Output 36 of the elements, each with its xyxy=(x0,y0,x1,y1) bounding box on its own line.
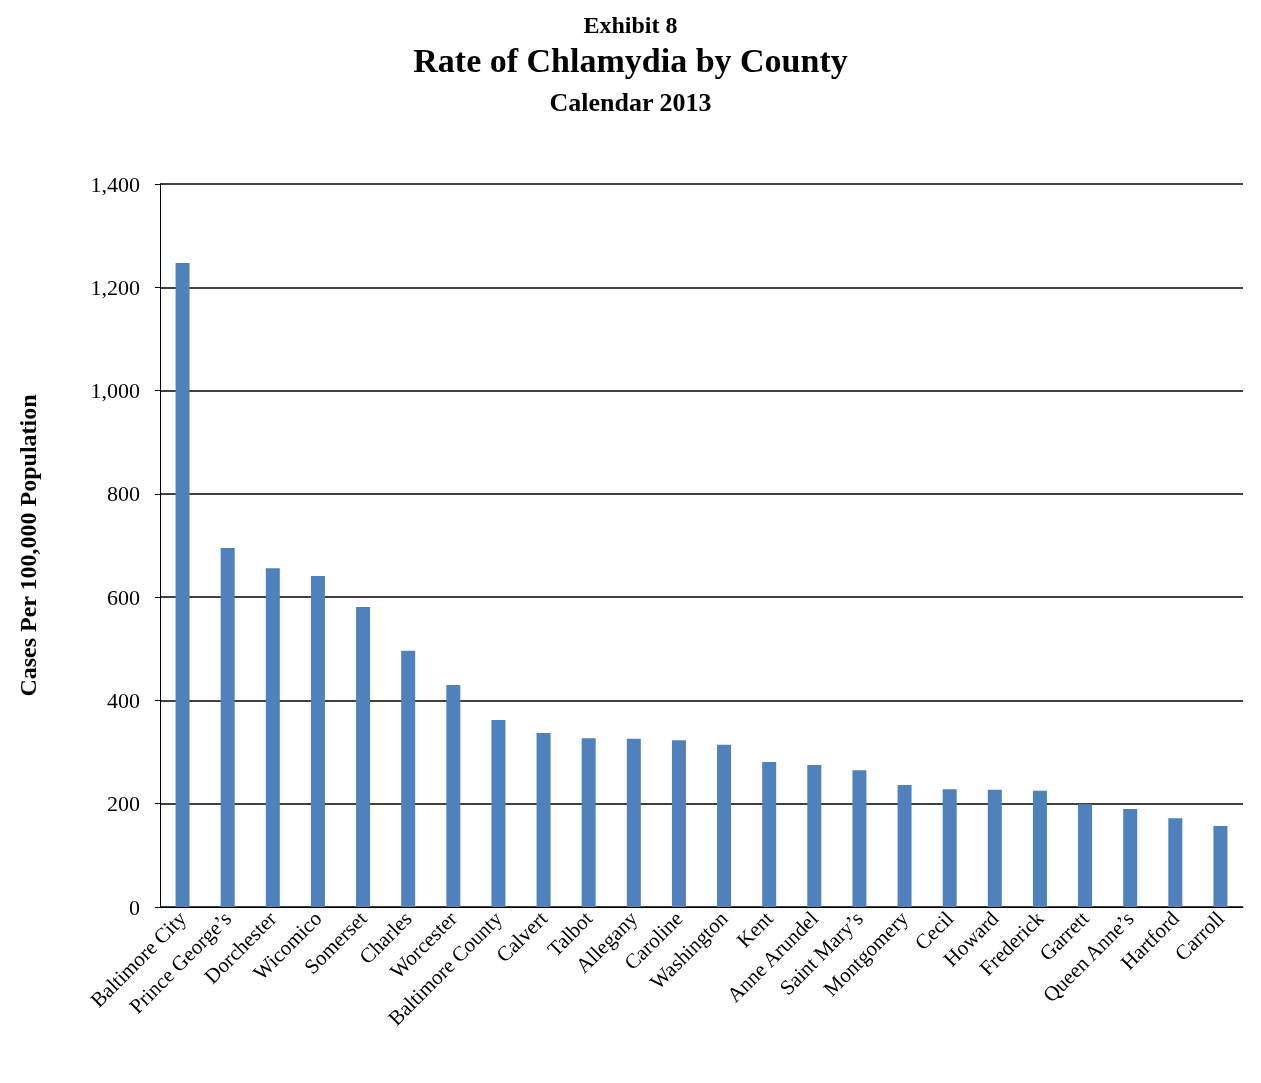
bar xyxy=(310,575,325,907)
bar xyxy=(626,738,641,907)
bar xyxy=(1168,818,1183,907)
bar xyxy=(356,606,371,907)
bar xyxy=(897,785,912,907)
bar xyxy=(1123,808,1138,907)
bar xyxy=(717,744,732,907)
y-tick-label: 1,200 xyxy=(90,274,140,300)
bar xyxy=(446,684,461,907)
bar xyxy=(220,548,235,907)
bar xyxy=(1213,825,1228,907)
bar xyxy=(671,740,686,907)
bar xyxy=(807,764,822,907)
y-tick-label: 1,000 xyxy=(90,378,140,404)
y-tick-label: 1,400 xyxy=(90,171,140,197)
y-tick-label: 0 xyxy=(129,894,140,920)
bar xyxy=(265,568,280,907)
chart-title: Rate of Chlamydia by County xyxy=(413,41,848,79)
y-tick-label: 600 xyxy=(107,584,140,610)
bar xyxy=(175,263,190,907)
bar xyxy=(942,789,957,907)
bar xyxy=(852,770,867,907)
y-tick-label: 200 xyxy=(107,791,140,817)
bar xyxy=(581,738,596,907)
y-axis-title: Cases Per 100,000 Population xyxy=(15,394,41,697)
y-tick-label: 400 xyxy=(107,687,140,713)
bar xyxy=(401,650,416,907)
text: Exhibit 8 xyxy=(583,12,678,38)
bar xyxy=(1032,790,1047,907)
bar xyxy=(491,720,506,907)
bar xyxy=(536,732,551,907)
bar xyxy=(1078,804,1093,907)
bar xyxy=(762,761,777,907)
y-tick-label: 800 xyxy=(107,481,140,507)
bar xyxy=(987,789,1002,907)
chart-subtitle: Calendar 2013 xyxy=(549,87,712,117)
